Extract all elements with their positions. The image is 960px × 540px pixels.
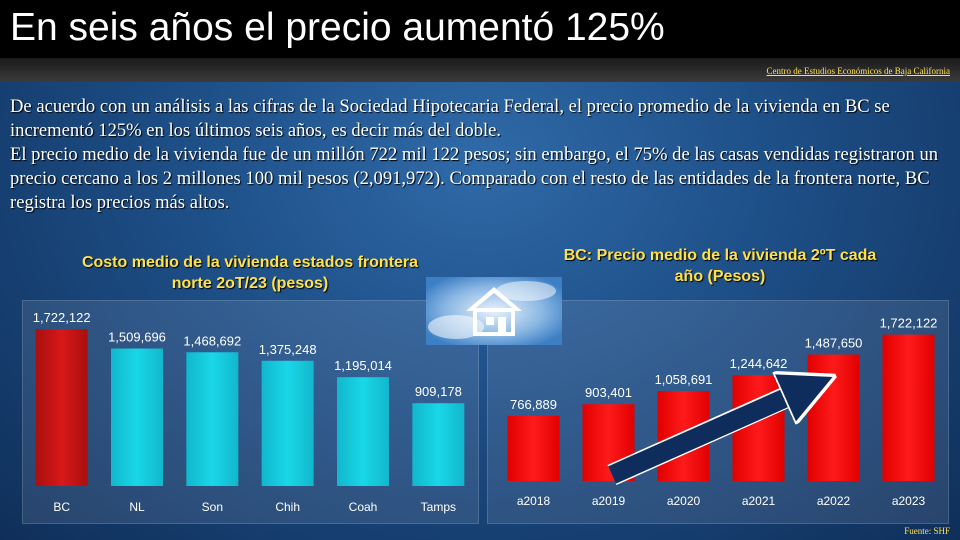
title-bar [0, 0, 960, 58]
category-label-years-a2019: a2019 [592, 494, 626, 508]
category-label-states-nl: NL [129, 500, 145, 514]
category-label-states-tamps: Tamps [421, 500, 456, 514]
summary-text: De acuerdo con un análisis a las cifras … [10, 95, 955, 215]
value-label-states-coah: 1,195,014 [334, 358, 392, 373]
organization-bar [0, 58, 960, 82]
left-plot-area [22, 300, 479, 524]
value-label-years-a2023: 1,722,122 [880, 316, 938, 331]
value-label-states-nl: 1,509,696 [108, 330, 166, 345]
category-label-years-a2018: a2018 [517, 494, 551, 508]
bar-years-a2023 [882, 334, 935, 481]
organization-name: Centro de Estudios Económicos de Baja Ca… [766, 66, 950, 76]
house-icon [426, 277, 562, 345]
value-label-states-son: 1,468,692 [183, 333, 241, 348]
category-label-years-a2023: a2023 [892, 494, 926, 508]
value-label-states-chih: 1,375,248 [259, 342, 317, 357]
bar-states-bc [35, 329, 88, 486]
value-label-states-bc: 1,722,122 [33, 310, 91, 325]
paragraph-2: El precio medio de la vivienda fue de un… [10, 144, 939, 213]
bar-states-coah [337, 377, 389, 486]
bar-states-son [186, 352, 239, 486]
value-label-years-a2018: 766,889 [510, 397, 557, 412]
category-label-years-a2022: a2022 [817, 494, 851, 508]
value-label-years-a2022: 1,487,650 [805, 336, 863, 351]
value-label-states-tamps: 909,178 [415, 384, 462, 399]
value-label-years-a2021: 1,244,642 [730, 356, 788, 371]
left-chart-title: Costo medio de la vivienda estados front… [81, 254, 419, 292]
bar-states-tamps [412, 403, 465, 486]
category-label-years-a2020: a2020 [667, 494, 701, 508]
page-title: En seis años el precio aumentó 125% [10, 6, 665, 49]
bar-states-nl [111, 348, 163, 486]
category-label-states-coah: Coah [349, 500, 378, 514]
value-label-years-a2019: 903,401 [585, 385, 632, 400]
trend-arrow [608, 387, 810, 484]
source-note: Fuente: SHF [904, 526, 950, 536]
right-chart-title: BC: Precio medio de la vivienda 2ºT cada… [563, 247, 877, 285]
bar-states-chih [261, 360, 314, 486]
bar-years-a2018 [507, 415, 560, 481]
bar-years-a2022 [807, 354, 860, 481]
paragraph-1: De acuerdo con un análisis a las cifras … [10, 96, 890, 141]
value-label-years-a2020: 1,058,691 [655, 372, 713, 387]
category-label-states-bc: BC [53, 500, 70, 514]
category-label-years-a2021: a2021 [742, 494, 776, 508]
right-plot-area [487, 300, 949, 524]
category-label-states-chih: Chih [275, 500, 300, 514]
category-label-states-son: Son [202, 500, 223, 514]
